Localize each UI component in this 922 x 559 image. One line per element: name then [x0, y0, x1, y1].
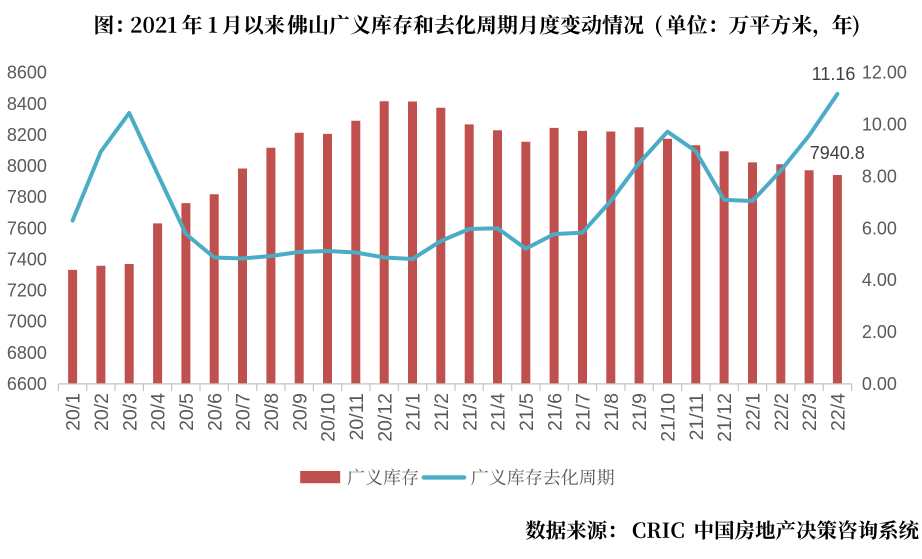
svg-text:6800: 6800 — [7, 343, 47, 363]
svg-text:0.00: 0.00 — [862, 374, 897, 394]
svg-text:20/10: 20/10 — [318, 393, 340, 442]
svg-text:7940.8: 7940.8 — [810, 143, 865, 163]
svg-text:7800: 7800 — [7, 187, 47, 207]
svg-text:8400: 8400 — [7, 94, 47, 114]
svg-text:22/3: 22/3 — [799, 393, 821, 431]
svg-text:7600: 7600 — [7, 218, 47, 238]
svg-text:21/5: 21/5 — [516, 393, 538, 431]
svg-text:20/11: 20/11 — [346, 393, 368, 440]
svg-text:8200: 8200 — [7, 125, 47, 145]
svg-text:20/4: 20/4 — [148, 393, 170, 431]
svg-text:2.00: 2.00 — [862, 322, 897, 342]
svg-text:21/3: 21/3 — [459, 393, 481, 431]
svg-text:4.00: 4.00 — [862, 270, 897, 290]
svg-text:21/7: 21/7 — [573, 393, 595, 431]
svg-text:6.00: 6.00 — [862, 218, 897, 238]
svg-text:21/4: 21/4 — [488, 393, 510, 431]
svg-text:21/2: 21/2 — [431, 393, 453, 431]
svg-text:20/9: 20/9 — [289, 393, 311, 431]
svg-text:7400: 7400 — [7, 250, 47, 270]
svg-text:21/10: 21/10 — [658, 393, 680, 442]
svg-text:20/7: 20/7 — [233, 393, 255, 431]
svg-text:21/12: 21/12 — [714, 393, 736, 442]
svg-text:20/6: 20/6 — [204, 393, 226, 431]
svg-text:11.16: 11.16 — [812, 64, 856, 84]
svg-text:21/8: 21/8 — [601, 393, 623, 431]
svg-text:8.00: 8.00 — [862, 167, 897, 187]
svg-text:10.00: 10.00 — [862, 115, 907, 135]
svg-text:20/2: 20/2 — [91, 393, 113, 431]
svg-text:21/11: 21/11 — [686, 393, 708, 440]
svg-text:22/2: 22/2 — [771, 393, 793, 431]
svg-text:6600: 6600 — [7, 374, 47, 394]
svg-text:20/3: 20/3 — [119, 393, 141, 431]
svg-text:20/8: 20/8 — [261, 393, 283, 431]
svg-text:20/1: 20/1 — [63, 393, 85, 431]
svg-text:22/4: 22/4 — [828, 393, 850, 431]
svg-text:22/1: 22/1 — [743, 393, 765, 431]
svg-text:12.00: 12.00 — [862, 63, 907, 83]
svg-text:21/9: 21/9 — [629, 393, 651, 431]
svg-text:7000: 7000 — [7, 312, 47, 332]
svg-text:21/6: 21/6 — [544, 393, 566, 431]
svg-text:20/12: 20/12 — [374, 393, 396, 442]
svg-text:20/5: 20/5 — [176, 393, 198, 431]
svg-text:8600: 8600 — [7, 63, 47, 83]
svg-text:7200: 7200 — [7, 281, 47, 301]
svg-text:21/1: 21/1 — [403, 393, 425, 431]
svg-text:8000: 8000 — [7, 156, 47, 176]
